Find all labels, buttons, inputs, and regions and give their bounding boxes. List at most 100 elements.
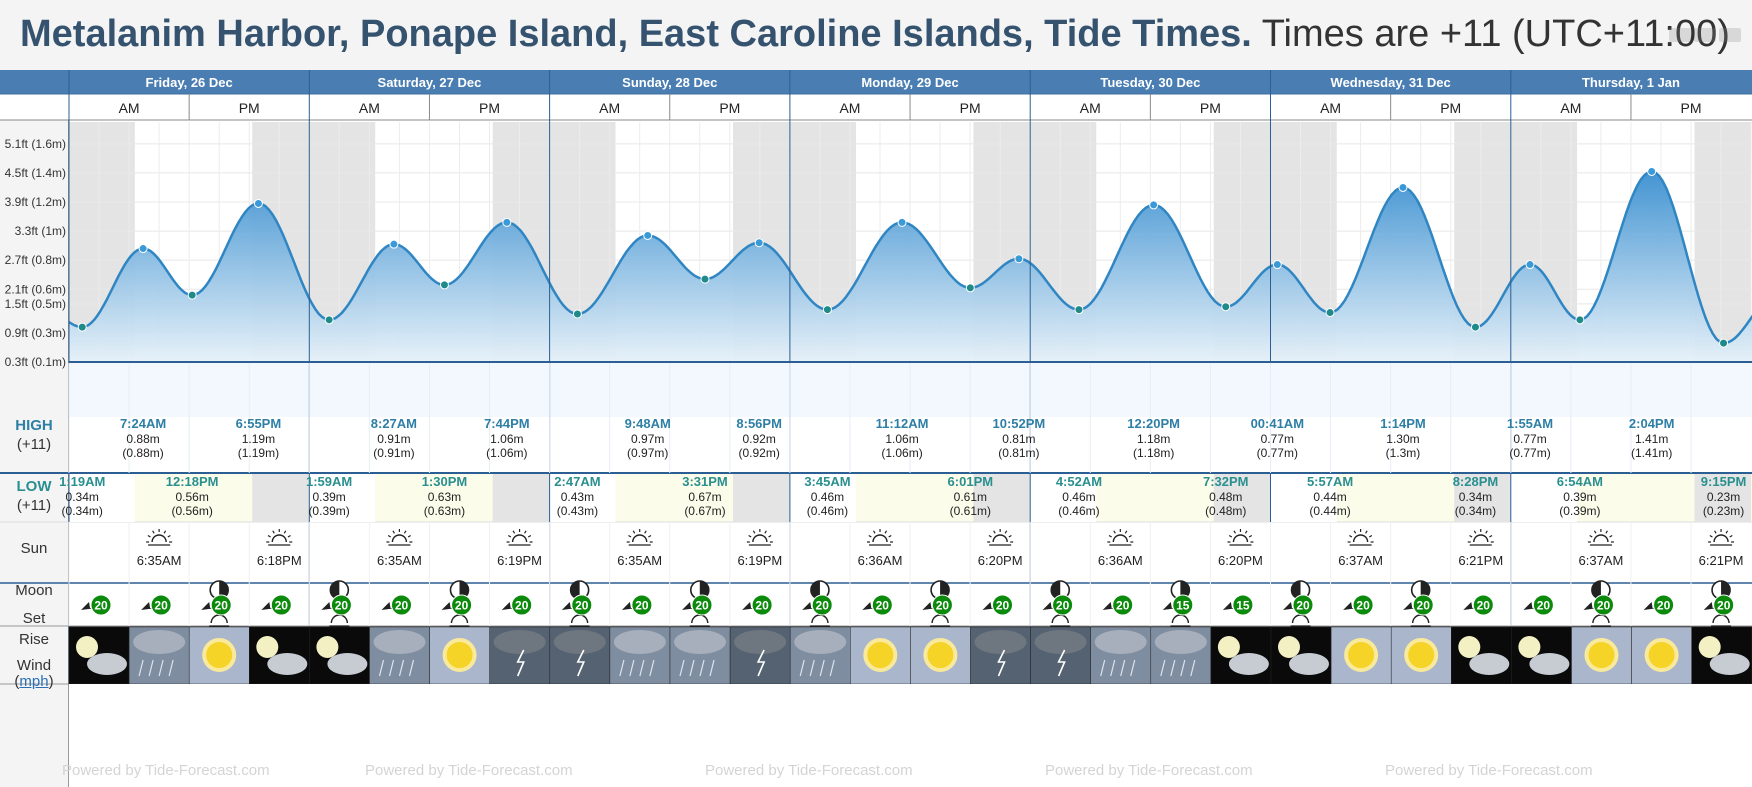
y-tick-label: 4.5ft (1.4m) (5, 166, 66, 180)
wind-badge (811, 594, 833, 616)
language-tabs[interactable] (1666, 28, 1742, 42)
low-tide-point (324, 315, 334, 325)
low-tide-time: 2:47AM (554, 474, 600, 489)
low-tide-time: 9:15PM (1701, 474, 1747, 489)
day-header-band (0, 70, 1752, 94)
high-tide-height: 1.06m (885, 432, 918, 446)
high-tide-time: 7:44PM (484, 416, 530, 431)
low-tide-time: 12:18PM (166, 474, 219, 489)
rain-icon (138, 659, 144, 677)
moonset-icon (811, 614, 829, 624)
watermark: Powered by Tide-Forecast.com (62, 762, 270, 779)
wind-label: Wind (16, 657, 52, 674)
moon-label: Moon (15, 582, 53, 599)
wind-speed: 20 (635, 599, 649, 613)
sunset-time: 6:18PM (257, 553, 302, 568)
ampm-band (0, 94, 1752, 120)
rain-icon (819, 659, 825, 677)
y-tick-label: 3.9ft (1.2m) (5, 195, 66, 209)
moon-phase-fill (570, 581, 580, 599)
high-tide-time: 2:04PM (1629, 416, 1675, 431)
cloud-icon (1289, 653, 1329, 675)
sunset-time: 6:21PM (1699, 553, 1744, 568)
lang-tab[interactable] (1669, 28, 1691, 42)
sunrise-time: 6:35AM (137, 553, 182, 568)
low-tide-height: 0.61m (954, 490, 987, 504)
low-tide-height: 0.67m (688, 490, 721, 504)
moonrise-icon (1712, 614, 1730, 624)
wind-badge (1352, 594, 1374, 616)
moon-phase-fill (699, 581, 709, 599)
low-tide-point (572, 309, 582, 319)
cloud-icon (553, 630, 606, 654)
sun-night-shade (973, 474, 1031, 522)
wind-speed: 20 (335, 599, 349, 613)
sun-night-shade (1270, 474, 1337, 522)
sunrise-icon (626, 529, 653, 546)
title-timezone: Times are +11 (UTC+11:00) (1261, 13, 1730, 55)
y-tick-label: 0.3ft (0.1m) (5, 355, 66, 369)
moon-icon (1458, 636, 1481, 658)
high-tide-point (1149, 200, 1159, 210)
moon-phase-fill (1420, 581, 1430, 599)
high-tide-point (389, 239, 399, 249)
low-tide-height-alt: (0.56m) (171, 504, 212, 518)
lang-tab[interactable] (1719, 28, 1741, 42)
sun-night-shade (252, 474, 310, 522)
y-tick-label: 2.7ft (0.8m) (5, 253, 66, 267)
wind-badge (871, 594, 893, 616)
low-tide-point (1325, 308, 1335, 318)
watermark: Powered by Tide-Forecast.com (705, 762, 913, 779)
day-header: Saturday, 27 Dec (378, 75, 482, 90)
wind-speed: 20 (1356, 599, 1370, 613)
am-label: AM (599, 100, 620, 116)
sunset-time: 6:20PM (978, 553, 1023, 568)
wind-unit-link[interactable]: mph (19, 673, 49, 690)
lightning-icon (997, 649, 1006, 677)
low-tide-point (1470, 322, 1480, 332)
wind-badge (1653, 594, 1675, 616)
wind-speed: 20 (1597, 599, 1611, 613)
high-tz: (+11) (16, 436, 52, 453)
footer-band (69, 684, 1752, 714)
lang-tab[interactable] (1694, 28, 1716, 42)
moon-phase-fill (1180, 581, 1190, 599)
sunrise-time: 6:37AM (1338, 553, 1383, 568)
wind-badge (150, 594, 172, 616)
wind-unit: (mph) (14, 673, 54, 690)
wind-speed: 20 (275, 599, 289, 613)
high-tide-height: 0.97m (631, 432, 664, 446)
am-label: AM (359, 100, 380, 116)
pm-label: PM (719, 100, 740, 116)
moonset-icon (1051, 614, 1069, 624)
high-tide-point (138, 244, 148, 254)
sunrise-icon (146, 529, 173, 546)
moon-phase-fill (810, 581, 820, 599)
low-tide-height: 0.34m (66, 490, 99, 504)
sun-night-shade (1694, 474, 1752, 522)
pm-label: PM (1681, 100, 1702, 116)
sun-night-shade (1030, 474, 1097, 522)
rain-icon (1190, 659, 1196, 677)
high-tide-height-alt: (1.41m) (1631, 446, 1672, 460)
sun-night-shade (492, 474, 550, 522)
moonrise-icon (1171, 614, 1190, 624)
moon-icon (316, 636, 339, 658)
high-tide-time: 6:55PM (236, 416, 282, 431)
high-tide-height-alt: (0.88m) (122, 446, 163, 460)
wind-badge (1112, 594, 1134, 616)
wind-badge (571, 594, 593, 616)
moon-icon (1518, 636, 1541, 658)
moon-phase-fill (330, 581, 340, 599)
moon-icon (256, 636, 279, 658)
low-tide-time: 4:52AM (1056, 474, 1102, 489)
wind-badge (270, 594, 292, 616)
rain-icon (709, 659, 715, 677)
sunset-icon (1467, 529, 1494, 546)
rain-icon (168, 659, 174, 677)
cloud-icon (613, 630, 666, 654)
day-header: Friday, 26 Dec (146, 75, 233, 90)
pm-label: PM (1440, 100, 1461, 116)
high-tide-height-alt: (0.81m) (998, 446, 1039, 460)
moon-icon (1217, 636, 1240, 658)
